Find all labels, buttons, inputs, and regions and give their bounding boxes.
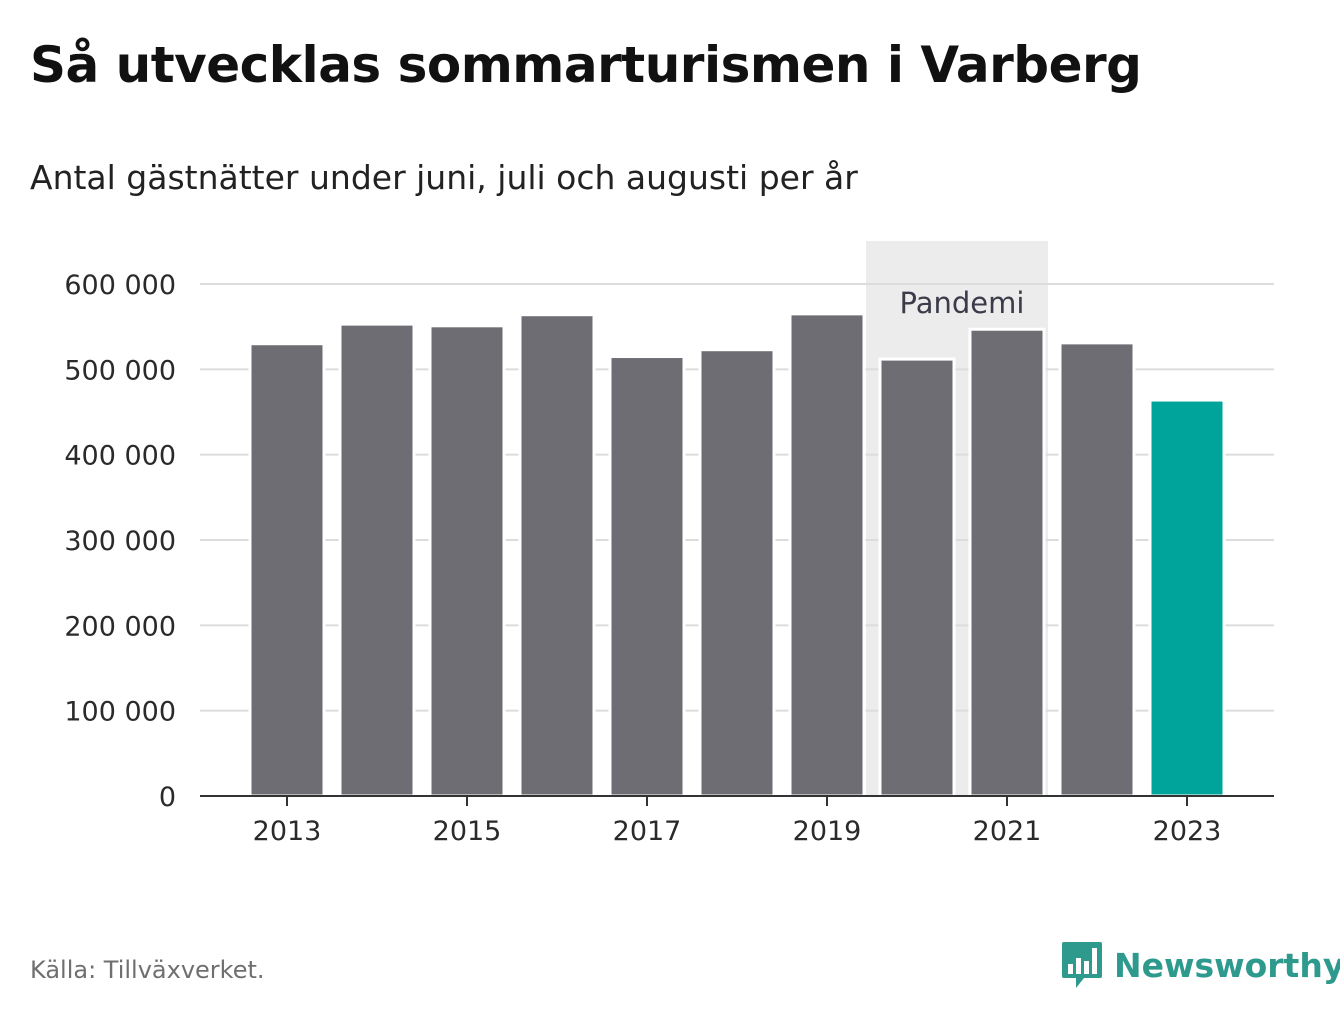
brand-logo: Newsworthy — [1060, 940, 1340, 990]
y-tick-label: 500 000 — [64, 355, 176, 386]
bar-chart: Pandemi 0 100 000 200 000 300 000 400 000 500 … — [64, 241, 1274, 847]
x-tick-label: 2021 — [973, 816, 1042, 847]
bar-2017 — [608, 355, 686, 798]
y-tick-label: 600 000 — [64, 270, 176, 301]
annotation-label: Pandemi — [900, 286, 1025, 320]
source-note: Källa: Tillväxverket. — [30, 956, 265, 984]
y-tick-label: 300 000 — [64, 526, 176, 557]
bar-2021 — [968, 327, 1046, 798]
y-tick-label: 100 000 — [64, 697, 176, 728]
bar-2019 — [788, 312, 866, 798]
x-tick-label: 2023 — [1153, 816, 1222, 847]
x-tick-label: 2017 — [613, 816, 682, 847]
brand-name: Newsworthy — [1114, 945, 1340, 985]
bar-2018 — [698, 348, 776, 798]
bar-2020 — [878, 357, 956, 798]
bar-chart-speech-bubble-icon — [1062, 942, 1102, 988]
bar-2015 — [428, 324, 506, 798]
x-tick-label: 2013 — [253, 816, 322, 847]
bar-2013 — [248, 342, 326, 798]
y-tick-label: 0 — [159, 782, 176, 813]
x-tick-label: 2019 — [793, 816, 862, 847]
bar-2022 — [1058, 341, 1136, 798]
y-tick-label: 200 000 — [64, 611, 176, 642]
bar-2016 — [518, 313, 596, 798]
y-tick-label: 400 000 — [64, 441, 176, 472]
x-tick-label: 2015 — [433, 816, 502, 847]
chart-title: Så utvecklas sommarturismen i Varberg — [30, 36, 1142, 94]
chart-subtitle: Antal gästnätter under juni, juli och au… — [30, 158, 858, 197]
bar-2023 — [1148, 398, 1226, 798]
bar-2014 — [338, 322, 416, 798]
